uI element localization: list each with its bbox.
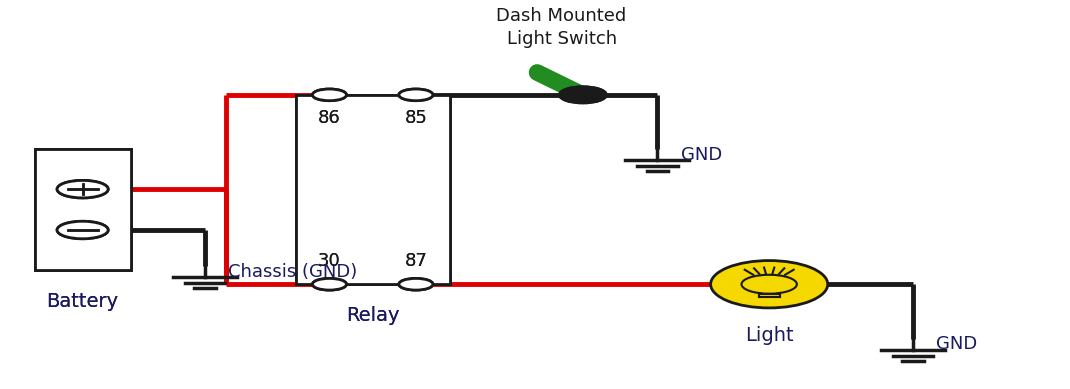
Circle shape [399,279,433,290]
Circle shape [560,87,607,103]
Bar [34,149,131,270]
Bar [295,95,449,284]
Text: Relay: Relay [346,306,399,325]
Text: 86: 86 [318,109,341,128]
Text: Battery: Battery [47,291,119,310]
Text: 86: 86 [318,109,341,128]
Text: Chassis (GND): Chassis (GND) [228,263,357,281]
Text: Light: Light [745,326,794,345]
Text: GND: GND [681,146,722,164]
Text: Relay: Relay [346,306,399,325]
Circle shape [399,89,433,101]
Circle shape [57,221,108,239]
Text: 85: 85 [404,109,427,128]
Circle shape [312,89,347,101]
Circle shape [312,89,347,101]
Text: Battery: Battery [47,291,119,310]
Text: 85: 85 [404,109,427,128]
Text: GND: GND [936,335,978,353]
Bar [34,149,131,270]
Circle shape [560,87,607,103]
Text: 30: 30 [318,252,341,270]
Circle shape [57,180,108,198]
Text: 87: 87 [404,252,427,270]
Bar [295,95,449,284]
Text: 87: 87 [404,252,427,270]
Circle shape [57,180,108,198]
Circle shape [57,221,108,239]
Text: 30: 30 [318,252,341,270]
Circle shape [399,89,433,101]
Circle shape [312,279,347,290]
Ellipse shape [710,261,828,308]
Text: Dash Mounted
Light Switch: Dash Mounted Light Switch [496,7,627,47]
Circle shape [399,279,433,290]
Circle shape [312,279,347,290]
